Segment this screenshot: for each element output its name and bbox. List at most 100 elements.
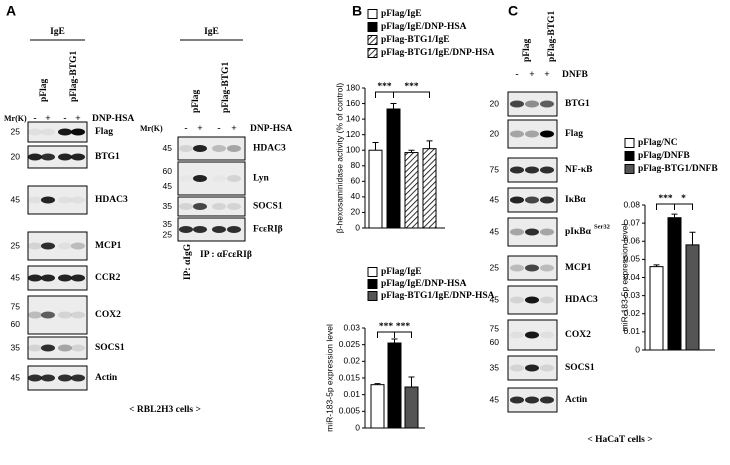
mw-marker: 45 [163,181,173,191]
band [179,203,193,210]
legend-label: pFlag/DNFB [638,151,690,161]
legend-label: pFlag-BTG1/IgE [381,35,450,45]
band [510,166,524,174]
y-tick-label: 0.05 [623,254,640,264]
legend-swatch [367,279,378,289]
band [540,100,554,108]
band [41,153,55,161]
row-label: Flag [565,129,583,139]
treatment-sign: + [529,70,534,80]
legend-swatch [367,22,378,32]
mw-marker: 20 [490,98,500,108]
y-tick-label: 100 [346,144,360,154]
band [179,175,193,182]
band [525,331,539,339]
band [71,153,85,161]
y-tick-label: 160 [346,98,360,108]
blot-box [27,295,88,335]
mw-marker: 45 [11,372,21,382]
band [540,331,554,339]
significance-bracket [656,203,675,210]
band [71,374,85,382]
mw-marker: 75 [490,164,500,174]
band [193,175,207,182]
legend-label: pFlag/IgE/DNP-HSA [381,22,467,32]
band [540,130,554,138]
panel-label: C [508,3,518,19]
row-label: HDAC3 [565,295,598,305]
significance-bracket [394,331,412,338]
blot-box [27,231,88,261]
band [71,196,85,204]
band [525,228,539,236]
row-label: HDAC3 [95,195,128,205]
treatment-sign: - [33,114,36,124]
mw-marker: 35 [11,342,21,352]
error-bar [408,149,415,153]
mw-marker: 45 [11,272,21,282]
y-axis-label: β-hexosaminidase activity (% of control) [334,83,344,234]
legend-label: pFlag-BTG1/DNFB [638,164,718,174]
band [28,344,42,352]
error-bar [653,264,660,267]
lane-label: pFlag [191,90,201,113]
error-bar [391,338,398,343]
band [28,128,42,136]
y-tick-label: 140 [346,113,360,123]
bar [370,384,385,429]
treatment-sign: + [544,70,549,80]
bar [649,266,664,351]
y-tick-label: 80 [351,160,361,170]
band [41,311,55,319]
lane-label: pFlag [39,79,49,102]
band [540,264,554,272]
blot-header: IgE [50,27,65,37]
band [227,145,241,152]
band [510,296,524,304]
band [41,128,55,136]
mw-marker: 25 [11,126,21,136]
row-label-superscript: Ser32 [594,223,610,230]
y-tick-label: 0.06 [623,236,640,246]
band [41,196,55,204]
significance-bracket [375,91,394,98]
band [41,242,55,250]
treatment-sign: - [184,124,187,134]
treatment-sign: - [217,124,220,134]
y-tick-label: 0.02 [343,356,360,366]
blot-box [177,196,246,217]
mw-title: Mr(K) [4,114,27,123]
band [510,364,524,372]
y-tick-label: 0.07 [623,217,640,227]
band [510,100,524,108]
error-bar [374,383,381,385]
significance-bracket [393,91,430,98]
band [58,311,72,319]
row-label: HDAC3 [253,144,286,154]
row-label: Actin [565,395,588,405]
band [28,196,42,204]
y-tick-label: 0 [355,422,360,432]
band [525,196,539,204]
row-label: FcεRIβ [253,225,283,235]
significance-label: *** [377,82,392,92]
ip-label: IP: αIgG [183,243,193,280]
significance-bracket [674,203,693,210]
mw-marker: 45 [490,226,500,236]
band [510,396,524,404]
y-tick-label: 0.02 [623,308,640,318]
panel-label: B [352,3,362,19]
mw-marker: 20 [11,151,21,161]
blot-header: IgE [204,27,219,37]
row-label: Flag [95,127,113,137]
blot-box [177,161,246,196]
band [212,203,226,210]
row-label: BTG1 [95,152,120,162]
y-tick-label: 0.03 [623,290,640,300]
legend-label: pFlag/IgE [381,267,422,277]
error-bar [689,231,696,245]
mw-marker: 35 [490,362,500,372]
mw-marker: 60 [163,166,173,176]
legend-swatch [367,267,378,277]
